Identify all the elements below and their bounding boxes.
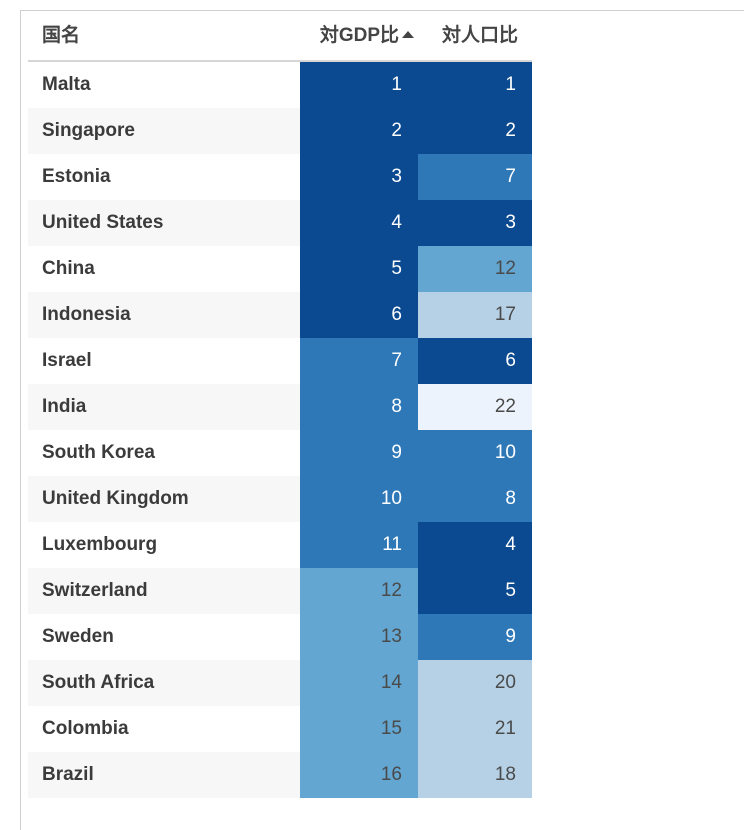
gdp-rank-cell: 3 — [300, 154, 418, 200]
table-row: Israel 7 6 — [28, 338, 532, 384]
gdp-rank-cell: 14 — [300, 660, 418, 706]
population-rank-cell: 2 — [418, 108, 532, 154]
country-name-cell: Israel — [42, 350, 92, 371]
gdp-rank-cell: 2 — [300, 108, 418, 154]
gdp-rank-cell: 9 — [300, 430, 418, 476]
country-name-cell: Estonia — [42, 166, 111, 187]
country-name-cell: United Kingdom — [42, 488, 189, 509]
population-rank-cell: 6 — [418, 338, 532, 384]
table-row: Brazil 16 18 — [28, 752, 532, 798]
population-rank-cell: 9 — [418, 614, 532, 660]
table-row: India 8 22 — [28, 384, 532, 430]
country-name-cell: United States — [42, 212, 164, 233]
country-name-cell: Sweden — [42, 626, 114, 647]
population-rank-cell: 3 — [418, 200, 532, 246]
gdp-rank-cell: 11 — [300, 522, 418, 568]
column-header-gdp[interactable]: 対GDP比 — [320, 24, 414, 48]
country-name-cell: South Africa — [42, 672, 155, 693]
population-rank-cell: 8 — [418, 476, 532, 522]
country-name-cell: Luxembourg — [42, 534, 158, 555]
country-name-cell: Indonesia — [42, 304, 131, 325]
table-row: South Africa 14 20 — [28, 660, 532, 706]
population-rank-cell: 5 — [418, 568, 532, 614]
gdp-rank-cell: 7 — [300, 338, 418, 384]
gdp-rank-cell: 8 — [300, 384, 418, 430]
country-name-cell: India — [42, 396, 87, 417]
table-header: 国名 対GDP比 対人口比 — [28, 12, 532, 62]
table-row: United Kingdom 10 8 — [28, 476, 532, 522]
population-rank-cell: 1 — [418, 62, 532, 108]
population-rank-cell: 12 — [418, 246, 532, 292]
table-row: Sweden 13 9 — [28, 614, 532, 660]
population-rank-cell: 22 — [418, 384, 532, 430]
gdp-rank-cell: 10 — [300, 476, 418, 522]
population-rank-cell: 4 — [418, 522, 532, 568]
column-header-gdp-label: 対GDP比 — [319, 25, 399, 46]
table-row: Luxembourg 11 4 — [28, 522, 532, 568]
country-name-cell: Switzerland — [42, 580, 148, 601]
table-frame — [20, 10, 744, 830]
table-row: China 5 12 — [28, 246, 532, 292]
ranking-table: 国名 対GDP比 対人口比 Malta 1 1 Singapore 2 2 Estonia 3… — [28, 12, 532, 798]
gdp-rank-cell: 4 — [300, 200, 418, 246]
sort-ascending-icon — [402, 31, 414, 38]
gdp-rank-cell: 1 — [300, 62, 418, 108]
table-row: Malta 1 1 — [28, 62, 532, 108]
gdp-rank-cell: 12 — [300, 568, 418, 614]
table-row: Estonia 3 7 — [28, 154, 532, 200]
country-name-cell: Malta — [42, 74, 91, 95]
table-row: Indonesia 6 17 — [28, 292, 532, 338]
table-row: Switzerland 12 5 — [28, 568, 532, 614]
country-name-cell: Singapore — [42, 120, 135, 141]
population-rank-cell: 18 — [418, 752, 532, 798]
table-row: Singapore 2 2 — [28, 108, 532, 154]
country-name-cell: South Korea — [42, 442, 155, 463]
population-rank-cell: 17 — [418, 292, 532, 338]
country-name-cell: Colombia — [42, 718, 129, 739]
country-name-cell: China — [42, 258, 95, 279]
gdp-rank-cell: 16 — [300, 752, 418, 798]
table-body: Malta 1 1 Singapore 2 2 Estonia 3 7 United States… — [28, 62, 532, 798]
gdp-rank-cell: 6 — [300, 292, 418, 338]
gdp-rank-cell: 15 — [300, 706, 418, 752]
column-header-country[interactable]: 国名 — [42, 25, 81, 46]
column-header-population[interactable]: 対人口比 — [441, 25, 518, 46]
gdp-rank-cell: 13 — [300, 614, 418, 660]
table-row: Colombia 15 21 — [28, 706, 532, 752]
population-rank-cell: 20 — [418, 660, 532, 706]
country-name-cell: Brazil — [42, 764, 94, 785]
table-row: South Korea 9 10 — [28, 430, 532, 476]
gdp-rank-cell: 5 — [300, 246, 418, 292]
population-rank-cell: 21 — [418, 706, 532, 752]
population-rank-cell: 10 — [418, 430, 532, 476]
population-rank-cell: 7 — [418, 154, 532, 200]
table-row: United States 4 3 — [28, 200, 532, 246]
